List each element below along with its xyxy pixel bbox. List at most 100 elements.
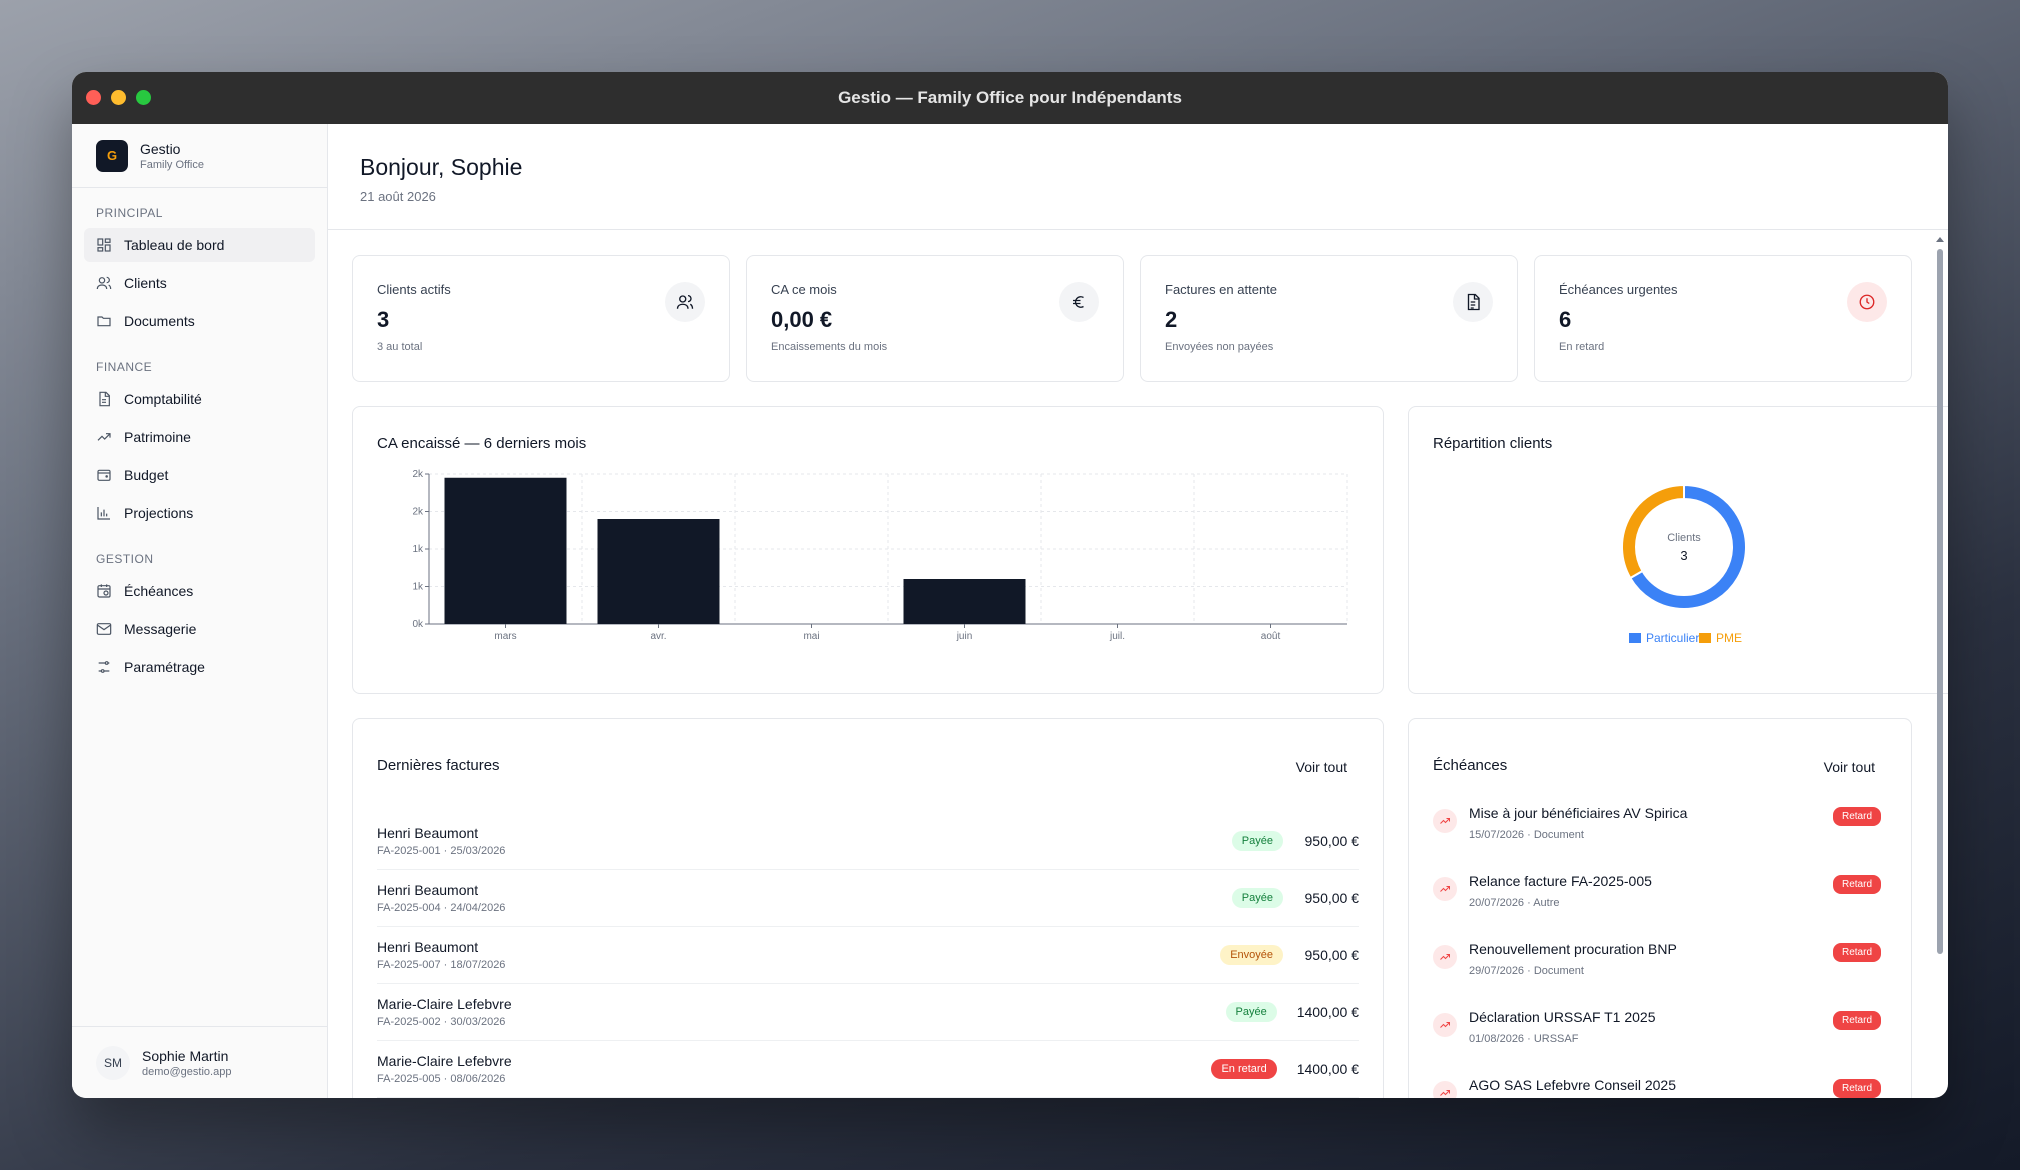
deadline-item[interactable]: Mise à jour bénéficiaires AV Spirica 15/0… [1433,805,1887,873]
sidebar-item-messagerie[interactable]: Messagerie [84,612,315,646]
deadline-item[interactable]: Relance facture FA-2025-005 20/07/2026 · … [1433,873,1887,941]
maximize-window-button[interactable] [136,90,151,105]
deadline-item[interactable]: Renouvellement procuration BNP 29/07/2026… [1433,941,1887,1009]
sidebar-item-comptabilite[interactable]: Comptabilité [84,382,315,416]
nav-section-heading: PRINCIPAL [96,206,163,220]
sidebar-item-projections[interactable]: Projections [84,496,315,530]
kpi-card: Factures en attente 2 Envoyées non payées [1140,255,1518,382]
user-profile[interactable]: SM Sophie Martin demo@gestio.app [72,1026,327,1098]
sliders-icon [96,659,112,675]
deadline-list: Mise à jour bénéficiaires AV Spirica 15/0… [1433,805,1887,1098]
kpi-subtext: 3 au total [377,341,423,353]
sidebar-item-label: Budget [124,467,169,483]
sidebar-item-patrimoine[interactable]: Patrimoine [84,420,315,454]
deadline-text: Déclaration URSSAF T1 2025 01/08/2026 · U… [1469,1009,1656,1045]
scroll-up-arrow[interactable] [1936,237,1944,242]
users-icon [96,275,112,291]
kpi-subtext: En retard [1559,341,1605,353]
sidebar-item-label: Documents [124,313,195,329]
clock-icon [1847,282,1887,322]
recent-invoices-card: Dernières factures Voir tout Henri Beaum… [352,718,1384,1098]
sidebar-nav: PRINCIPAL Tableau de bord Clients Documents… [72,188,327,684]
sidebar-item-label: Tableau de bord [124,237,225,253]
kpi-value: 0,00 € [771,307,833,332]
invoice-info: Henri Beaumont FA-2025-001 · 25/03/2026 [377,825,505,857]
deadline-text: AGO SAS Lefebvre Conseil 2025 [1469,1077,1676,1098]
trend-icon [1433,1081,1457,1098]
deadlines-card: Échéances Voir tout Mise à jour bénéfici… [1408,718,1912,1098]
invoice-list: Henri Beaumont FA-2025-001 · 25/03/2026 Pa… [377,813,1359,1098]
close-window-button[interactable] [86,90,101,105]
nav-section-heading: FINANCE [96,360,153,374]
deadline-meta: 15/07/2026 · Document [1469,829,1584,841]
user-name: Sophie Martin [142,1047,229,1064]
status-badge: Payée [1231,831,1283,851]
invoice-status-amount: Payée 950,00 € [1231,831,1360,851]
trend-icon [1433,809,1457,833]
invoice-status-amount: Envoyée 950,00 € [1220,945,1359,965]
invoices-see-all-link[interactable]: Voir tout [1295,759,1347,775]
wallet-icon [96,467,112,483]
deadline-title: Renouvellement procuration BNP [1469,941,1677,957]
sidebar-item-label: Échéances [124,583,194,599]
deadline-item[interactable]: AGO SAS Lefebvre Conseil 2025 Retard [1433,1077,1887,1098]
y-tick-label: 2k [412,469,424,480]
kpi-label: Factures en attente [1165,282,1278,297]
legend-swatch [1629,633,1641,643]
invoice-client: Henri Beaumont [377,882,479,898]
legend-swatch [1699,633,1711,643]
invoice-status-amount: Payée 950,00 € [1231,888,1359,908]
client-donut-chart: Clients 3 Particuliers PME [1621,483,1747,645]
brand[interactable]: G Gestio Family Office [72,124,327,188]
invoice-row[interactable]: Henri Beaumont FA-2025-004 · 24/04/2026 Pa… [377,870,1359,927]
deadline-item[interactable]: Déclaration URSSAF T1 2025 01/08/2026 · U… [1433,1009,1887,1077]
invoice-row[interactable]: Henri Beaumont FA-2025-001 · 25/03/2026 Pa… [377,813,1359,870]
title-bar: Gestio — Family Office pour Indépendants [72,72,1948,124]
sidebar-item-clients[interactable]: Clients [84,266,315,300]
y-tick-label: 1k [412,544,424,555]
kpi-label: Échéances urgentes [1559,282,1678,297]
bar [903,579,1026,624]
deadline-meta: 29/07/2026 · Document [1469,965,1584,977]
invoice-row[interactable]: Marie-Claire Lefebvre FA-2025-005 · 08/06… [377,1041,1359,1098]
y-tick-label: 1k [412,582,424,593]
invoice-meta: FA-2025-002 · 30/03/2026 [377,1016,506,1028]
main-scrollbar[interactable] [1935,231,1945,1098]
app-window: Gestio — Family Office pour Indépendants… [72,72,1948,1098]
sidebar-item-parametrage[interactable]: Paramétrage [84,650,315,684]
trend-icon [1433,1013,1457,1037]
deadlines-title: Échéances [1433,756,1508,774]
deadline-meta: 20/07/2026 · Autre [1469,897,1560,909]
x-tick-label: août [1261,631,1281,642]
sidebar-item-budget[interactable]: Budget [84,458,315,492]
deadlines-see-all-link[interactable]: Voir tout [1823,759,1875,775]
scrollbar-thumb[interactable] [1937,249,1943,954]
invoice-meta: FA-2025-005 · 08/06/2026 [377,1073,506,1085]
revenue-chart-title: CA encaissé — 6 derniers mois [377,435,587,452]
brand-name: Gestio [140,140,181,157]
status-badge: Envoyée [1220,945,1283,965]
invoice-info: Henri Beaumont FA-2025-007 · 18/07/2026 [377,939,505,971]
legend-label: Particuliers [1646,631,1705,645]
invoice-client: Marie-Claire Lefebvre [377,1053,512,1069]
deadline-title: Mise à jour bénéficiaires AV Spirica [1469,805,1688,821]
sidebar-item-documents[interactable]: Documents [84,304,315,338]
sidebar: G Gestio Family Office PRINCIPAL Tableau … [72,124,328,1098]
brand-logo: G [96,139,128,172]
minimize-window-button[interactable] [111,90,126,105]
sidebar-item-label: Messagerie [124,621,197,637]
deadline-text: Mise à jour bénéficiaires AV Spirica 15/0… [1469,805,1687,841]
page-header: Bonjour, Sophie 21 août 2026 [328,124,1948,230]
kpi-row: Clients actifs 3 3 au total CA ce mois 0,00 … [352,255,1912,382]
page-title: Bonjour, Sophie [360,154,523,180]
invoice-amount: 950,00 € [1304,833,1360,849]
x-tick-label: mai [803,631,819,642]
invoice-row[interactable]: Marie-Claire Lefebvre FA-2025-002 · 30/03… [377,984,1359,1041]
main-content: Bonjour, Sophie 21 août 2026 Clients act… [328,124,1948,1098]
sidebar-item-echeances[interactable]: Échéances [84,574,315,608]
window-title: Gestio — Family Office pour Indépendants [838,88,1182,107]
deadline-badge: Retard [1832,1011,1881,1030]
sidebar-item-tableau-de-bord[interactable]: Tableau de bord [84,228,315,262]
invoice-row[interactable]: Henri Beaumont FA-2025-007 · 18/07/2026 En… [377,927,1359,984]
invoice-info: Henri Beaumont FA-2025-004 · 24/04/2026 [377,882,505,914]
